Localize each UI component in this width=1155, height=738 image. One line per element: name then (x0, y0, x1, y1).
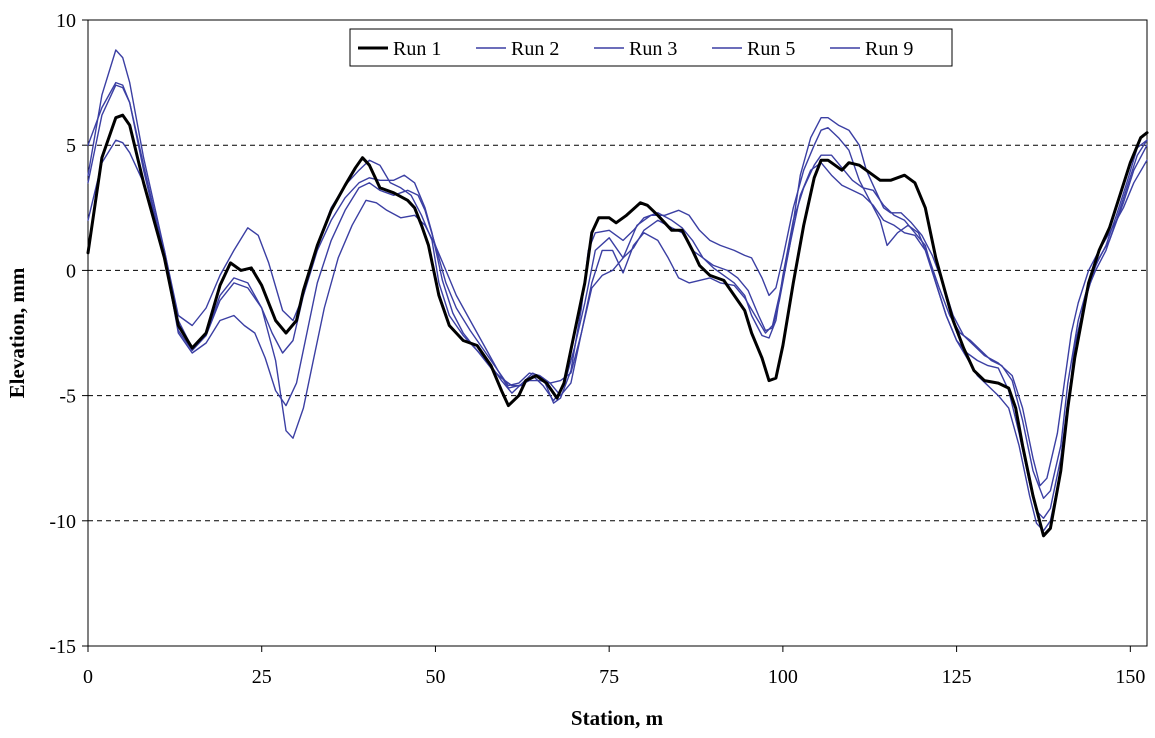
series-line-run-5 (87, 84, 1148, 519)
y-tick-label: 5 (66, 135, 76, 157)
y-tick-label: 0 (66, 260, 76, 282)
x-tick-label: 25 (252, 666, 272, 688)
series-lines (86, 49, 1149, 538)
y-tick-label: -15 (49, 636, 76, 658)
y-tick-label: -5 (59, 386, 76, 408)
x-tick-label: 100 (768, 666, 798, 688)
x-tick-label: 150 (1115, 666, 1145, 688)
legend: Run 1 Run 2 Run 3 Run 5 Run 9 (349, 28, 953, 67)
series-line-run-2 (87, 49, 1148, 487)
y-tick-label: 10 (56, 10, 76, 32)
y-tick-label: -10 (49, 511, 76, 533)
x-tick-label: 0 (83, 666, 93, 688)
x-tick-label: 75 (599, 666, 619, 688)
grid-lines (88, 144, 1147, 522)
legend-label: Run 1 (393, 38, 441, 60)
legend-label: Run 5 (747, 38, 795, 60)
x-axis-title: Station, m (571, 706, 664, 730)
series-line-run-9 (87, 139, 1148, 532)
x-tick-label: 50 (425, 666, 445, 688)
legend-label: Run 2 (511, 38, 559, 60)
legend-label: Run 3 (629, 38, 677, 60)
series-line-run-3 (87, 81, 1148, 499)
y-axis-title: Elevation, mm (5, 267, 29, 398)
plot-area (87, 19, 1148, 647)
series-line-run-1 (86, 113, 1149, 538)
legend-label: Run 9 (865, 38, 913, 60)
x-tick-label: 125 (942, 666, 972, 688)
